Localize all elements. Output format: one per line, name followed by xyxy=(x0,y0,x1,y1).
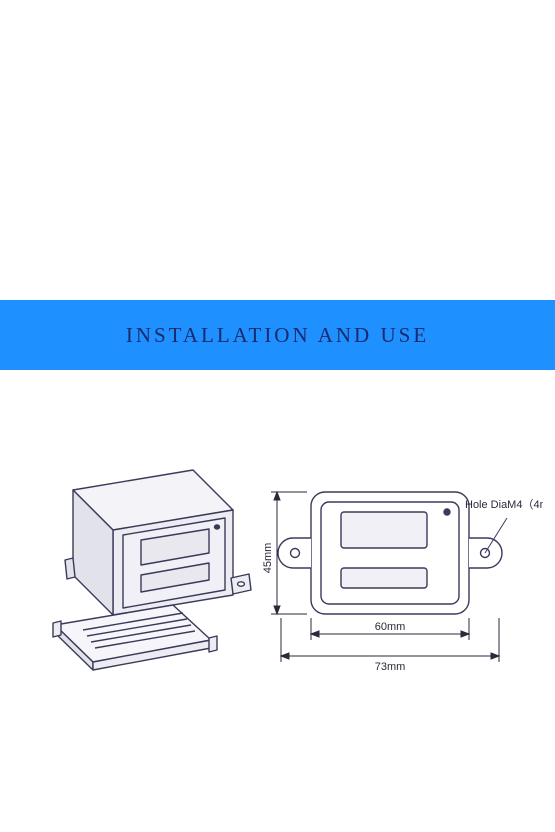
front-view: Hole DiaM4（4mm） 45mm xyxy=(263,440,543,720)
height-dimension-label: 45mm xyxy=(263,543,274,574)
isometric-view xyxy=(13,440,258,720)
section-header-title: INSTALLATION AND USE xyxy=(126,323,429,348)
section-header-band: INSTALLATION AND USE xyxy=(0,300,555,370)
front-view-svg: Hole DiaM4（4mm） 45mm xyxy=(263,440,543,720)
page: INSTALLATION AND USE xyxy=(0,0,555,832)
inner-width-dimension-label: 60mm xyxy=(374,621,405,633)
isometric-svg xyxy=(13,440,258,720)
diagram-area: Hole DiaM4（4mm） 45mm xyxy=(0,430,555,730)
hole-dia-label: Hole DiaM4（4mm） xyxy=(465,498,543,511)
total-width-dimension-label: 73mm xyxy=(374,661,405,673)
